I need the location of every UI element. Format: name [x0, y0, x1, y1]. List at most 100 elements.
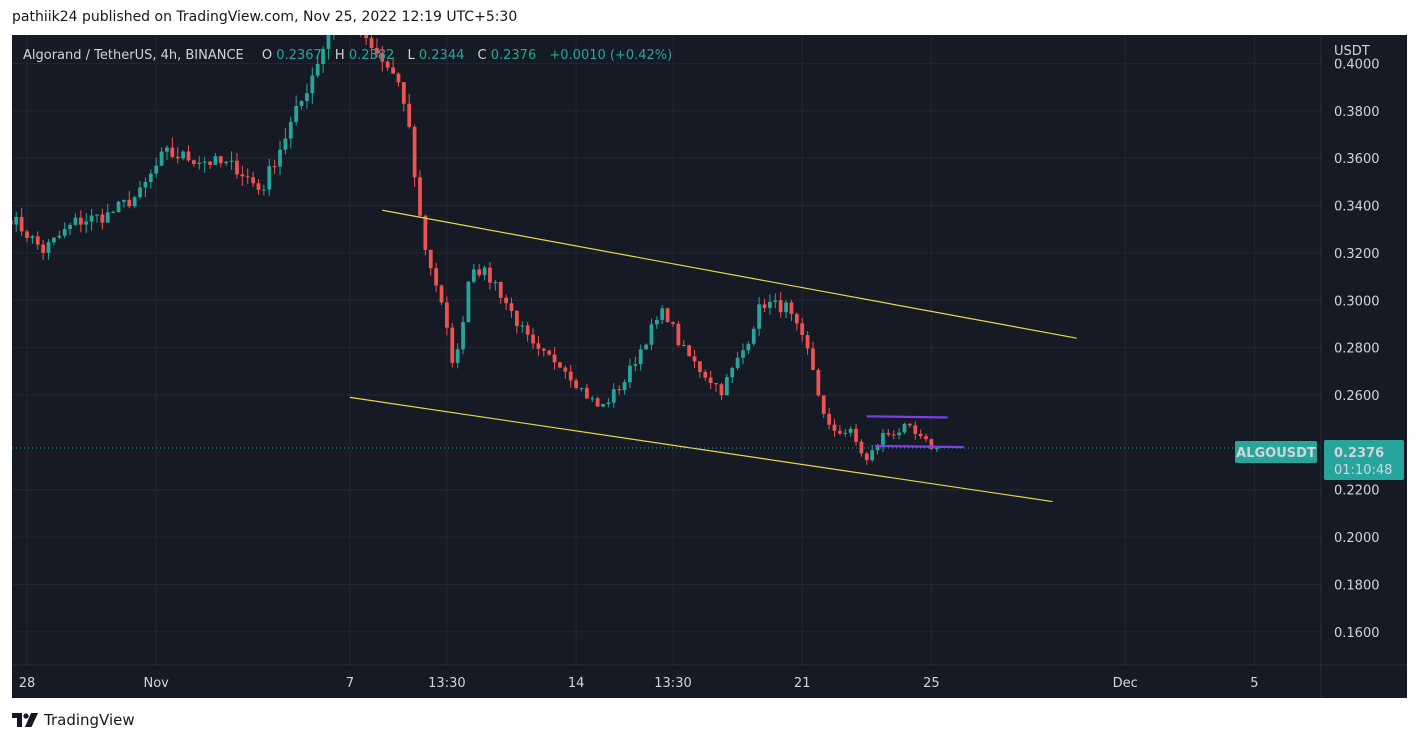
chart-background [12, 35, 1407, 698]
candle-body [514, 310, 519, 327]
candle-down [665, 307, 670, 323]
candle-down [380, 45, 385, 72]
candle-body [929, 439, 934, 449]
candle-body [552, 354, 557, 363]
price-tick-label: 0.1800 [1334, 578, 1380, 593]
candle-up [305, 83, 309, 109]
candle-body [671, 322, 675, 324]
candle-up [773, 293, 778, 309]
candle-body [208, 161, 212, 165]
candle-up [30, 234, 35, 245]
time-axis[interactable]: 28 Nov 7 13:30 14 13:30 21 25 Dec 5 [19, 676, 1259, 691]
candle-down [450, 323, 455, 368]
candle-body [138, 187, 142, 198]
price-tick-label: 0.2200 [1334, 484, 1380, 499]
candle-body [816, 369, 821, 396]
candle-body [175, 156, 180, 159]
candle-body [730, 367, 735, 378]
candle-up [606, 398, 611, 408]
candle-down [563, 365, 568, 379]
candle-down [913, 420, 918, 440]
price-axis[interactable]: USDT 0.4000 0.3800 0.3600 0.3400 0.3200 0.300… [1334, 44, 1380, 641]
candle-body [509, 303, 514, 311]
candle-up [768, 294, 772, 315]
candle-down [714, 382, 718, 392]
candle-body [315, 63, 320, 76]
candle-up [299, 100, 304, 110]
candle-up [165, 145, 169, 160]
candle-down [719, 382, 724, 401]
candle-body [789, 302, 794, 314]
candle-body [525, 325, 530, 335]
symbol-tag-bg [1235, 441, 1317, 463]
candle-down [558, 361, 562, 369]
candle-body [235, 160, 239, 175]
price-tag-bg [1324, 440, 1404, 480]
price-tag-countdown: 01:10:48 [1334, 463, 1392, 478]
candle-down [854, 423, 858, 446]
candle-body [821, 395, 826, 414]
candle-body [466, 281, 471, 323]
legend-h-label: H [335, 48, 345, 63]
candle-down [175, 147, 180, 164]
candle-body [401, 82, 406, 104]
candle-body [95, 214, 99, 216]
candle-body [35, 236, 40, 245]
candle-body [617, 389, 622, 391]
candle-up [138, 180, 142, 200]
candle-body [294, 106, 299, 122]
trendline-lower-channel[interactable] [349, 396, 1053, 503]
candle-body [902, 423, 907, 433]
candle-up [628, 358, 632, 389]
candle-down [41, 239, 46, 260]
candle-body [305, 93, 309, 102]
candle-body [477, 269, 482, 276]
trendline-range-top[interactable] [866, 415, 948, 419]
candle-up [579, 387, 584, 392]
candle-body [256, 183, 261, 190]
candle-up [471, 263, 476, 284]
candle-body [326, 35, 331, 49]
candle-down [434, 262, 439, 293]
candle-body [714, 383, 718, 385]
candle-down [778, 291, 783, 318]
candle-body [649, 324, 654, 345]
candlestick-chart[interactable]: Algorand / TetherUS, 4h, BINANCE O 0.236… [12, 35, 1407, 698]
candle-down [703, 369, 708, 381]
publish-header: pathiik24 published on TradingView.com, … [12, 9, 518, 25]
candle-down [477, 264, 482, 278]
candle-down [794, 312, 799, 331]
candle-up [132, 195, 137, 209]
tradingview-footer[interactable]: TradingView [12, 711, 135, 729]
candle-body [741, 350, 745, 358]
candles [12, 35, 939, 465]
legend-l-label: L [407, 48, 415, 63]
candle-body [267, 166, 272, 190]
candle-down [789, 299, 794, 322]
trendline-upper-channel[interactable] [382, 209, 1077, 339]
candle-up [14, 211, 19, 232]
candle-body [57, 235, 62, 238]
candle-body [19, 216, 24, 232]
candle-down [574, 378, 578, 390]
candle-body [628, 365, 632, 383]
candle-down [514, 310, 519, 334]
candle-down [541, 347, 546, 357]
candle-body [148, 173, 153, 182]
candle-body [864, 453, 869, 461]
chart-panel[interactable]: Algorand / TetherUS, 4h, BINANCE O 0.236… [12, 35, 1407, 698]
time-tick-label: 5 [1250, 676, 1258, 691]
candle-up [455, 343, 460, 369]
candle-body [375, 47, 379, 54]
candle-body [154, 165, 159, 174]
price-tick-label: 0.3800 [1334, 105, 1380, 120]
legend-h-value: 0.2382 [349, 48, 395, 63]
trendlines[interactable] [349, 209, 1077, 503]
candle-body [886, 432, 891, 435]
candle-body [229, 160, 234, 162]
time-tick-label: 13:30 [428, 676, 465, 691]
candle-down [859, 439, 864, 457]
trendline-range-bottom[interactable] [874, 444, 964, 449]
candle-body [848, 428, 853, 433]
candle-up [105, 203, 110, 223]
